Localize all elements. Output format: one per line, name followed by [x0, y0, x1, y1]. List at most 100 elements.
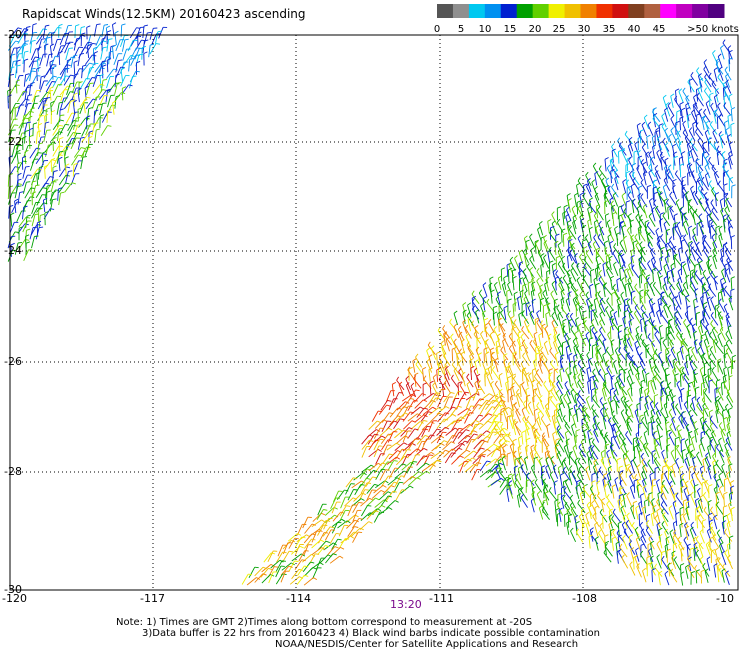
wind-barb [692, 229, 698, 242]
wind-barb-flag [440, 340, 445, 344]
wind-barb [8, 206, 10, 219]
wind-barb-flag [480, 433, 485, 436]
wind-barb-flag [683, 318, 687, 323]
wind-barb [599, 229, 605, 242]
wind-barb-flag [438, 375, 442, 380]
wind-barb [680, 414, 688, 426]
wind-barb [23, 103, 29, 116]
wind-barb [407, 400, 415, 412]
wind-barb-flag [703, 108, 707, 113]
wind-barb-flag [563, 393, 567, 398]
wind-barb-flag [35, 56, 40, 59]
wind-barb-flag [638, 219, 643, 222]
wind-barb-flag [712, 129, 716, 133]
wind-barb-flag [479, 398, 485, 401]
wind-barb-flag [513, 401, 517, 406]
wind-barb [662, 286, 669, 298]
wind-barb-flag [584, 407, 588, 412]
wind-barb [632, 180, 640, 192]
wind-barb [679, 374, 682, 387]
wind-barb-flag [513, 465, 518, 469]
wind-barb-flag [684, 310, 689, 315]
wind-barb-flag [637, 150, 641, 154]
wind-barb-flag [682, 120, 687, 125]
wind-barb [484, 406, 493, 417]
wind-barb-flag [583, 256, 587, 261]
wind-barb-flag [387, 461, 392, 464]
wind-barb [620, 446, 628, 458]
wind-barb [450, 405, 459, 417]
wind-barb-flag [100, 114, 105, 117]
wind-barb-flag [668, 318, 672, 323]
wind-barb-flag [514, 297, 519, 300]
wind-barb-flag [452, 406, 457, 409]
wind-barb-flag [677, 268, 682, 272]
wind-barb [25, 95, 29, 108]
wind-barb [656, 425, 661, 438]
wind-barb-flag [715, 340, 719, 345]
wind-barb-flag [663, 275, 668, 279]
wind-barb [656, 238, 662, 251]
wind-barb [635, 217, 643, 228]
wind-barb [651, 423, 653, 436]
wind-barb-flag [550, 225, 555, 229]
wind-barb [701, 180, 709, 191]
wind-barb-flag [553, 339, 557, 343]
wind-barb [537, 229, 542, 242]
wind-barb-flag [565, 312, 570, 317]
wind-barb-flag [595, 282, 600, 286]
wind-barb-flag [530, 444, 535, 448]
wind-barb-flag [423, 399, 428, 402]
wind-barb [589, 377, 592, 390]
wind-barb-flag [553, 333, 557, 337]
wind-barb [17, 91, 24, 103]
wind-barb-flag [33, 122, 38, 125]
wind-barb [674, 140, 681, 152]
wind-barb-flag [628, 403, 633, 407]
wind-barb-flag [623, 309, 628, 313]
wind-barb-flag [702, 309, 707, 312]
wind-barb [711, 210, 720, 221]
wind-barb-flag [627, 326, 631, 331]
wind-barb [711, 370, 719, 381]
wind-barb-flag [652, 115, 656, 119]
wind-barb-flag [726, 422, 731, 426]
wind-barb-flag [484, 326, 488, 331]
wind-barb-flag [58, 131, 63, 134]
wind-barb-flag [660, 387, 665, 390]
wind-barb-flag [65, 166, 71, 169]
wind-barb-flag [466, 341, 470, 346]
wind-barb-flag [653, 366, 657, 371]
wind-barb-flag [489, 331, 494, 336]
wind-barb-flag [680, 472, 685, 476]
wind-barb [656, 243, 664, 255]
wind-barb-flag [486, 430, 491, 434]
wind-barb-flag [617, 353, 622, 357]
wind-barb [715, 463, 724, 474]
wind-barb [16, 164, 19, 177]
wind-barb-flag [453, 323, 458, 328]
wind-barb-flag [725, 403, 729, 408]
wind-barb [29, 227, 34, 240]
wind-barb [86, 67, 91, 80]
wind-barb [457, 408, 468, 416]
wind-barb [530, 291, 534, 304]
wind-barb-flag [698, 324, 702, 328]
wind-barb [594, 221, 597, 234]
wind-barb-flag [490, 359, 495, 363]
wind-barb [574, 395, 578, 408]
wind-barb [717, 360, 719, 373]
wind-barb-flag [695, 122, 699, 127]
wind-barb-flag [640, 304, 644, 309]
wind-barb-flag [605, 184, 610, 188]
wind-barb [503, 277, 507, 290]
wind-barb [98, 89, 108, 100]
wind-barb-flag [541, 432, 545, 437]
wind-barb [77, 54, 81, 67]
wind-barb-flag [709, 422, 714, 427]
wind-barb [373, 485, 384, 494]
wind-barb-flag [652, 478, 657, 481]
wind-barb [630, 185, 634, 198]
wind-barb-flag [591, 179, 596, 183]
wind-barb-flag [49, 86, 54, 89]
